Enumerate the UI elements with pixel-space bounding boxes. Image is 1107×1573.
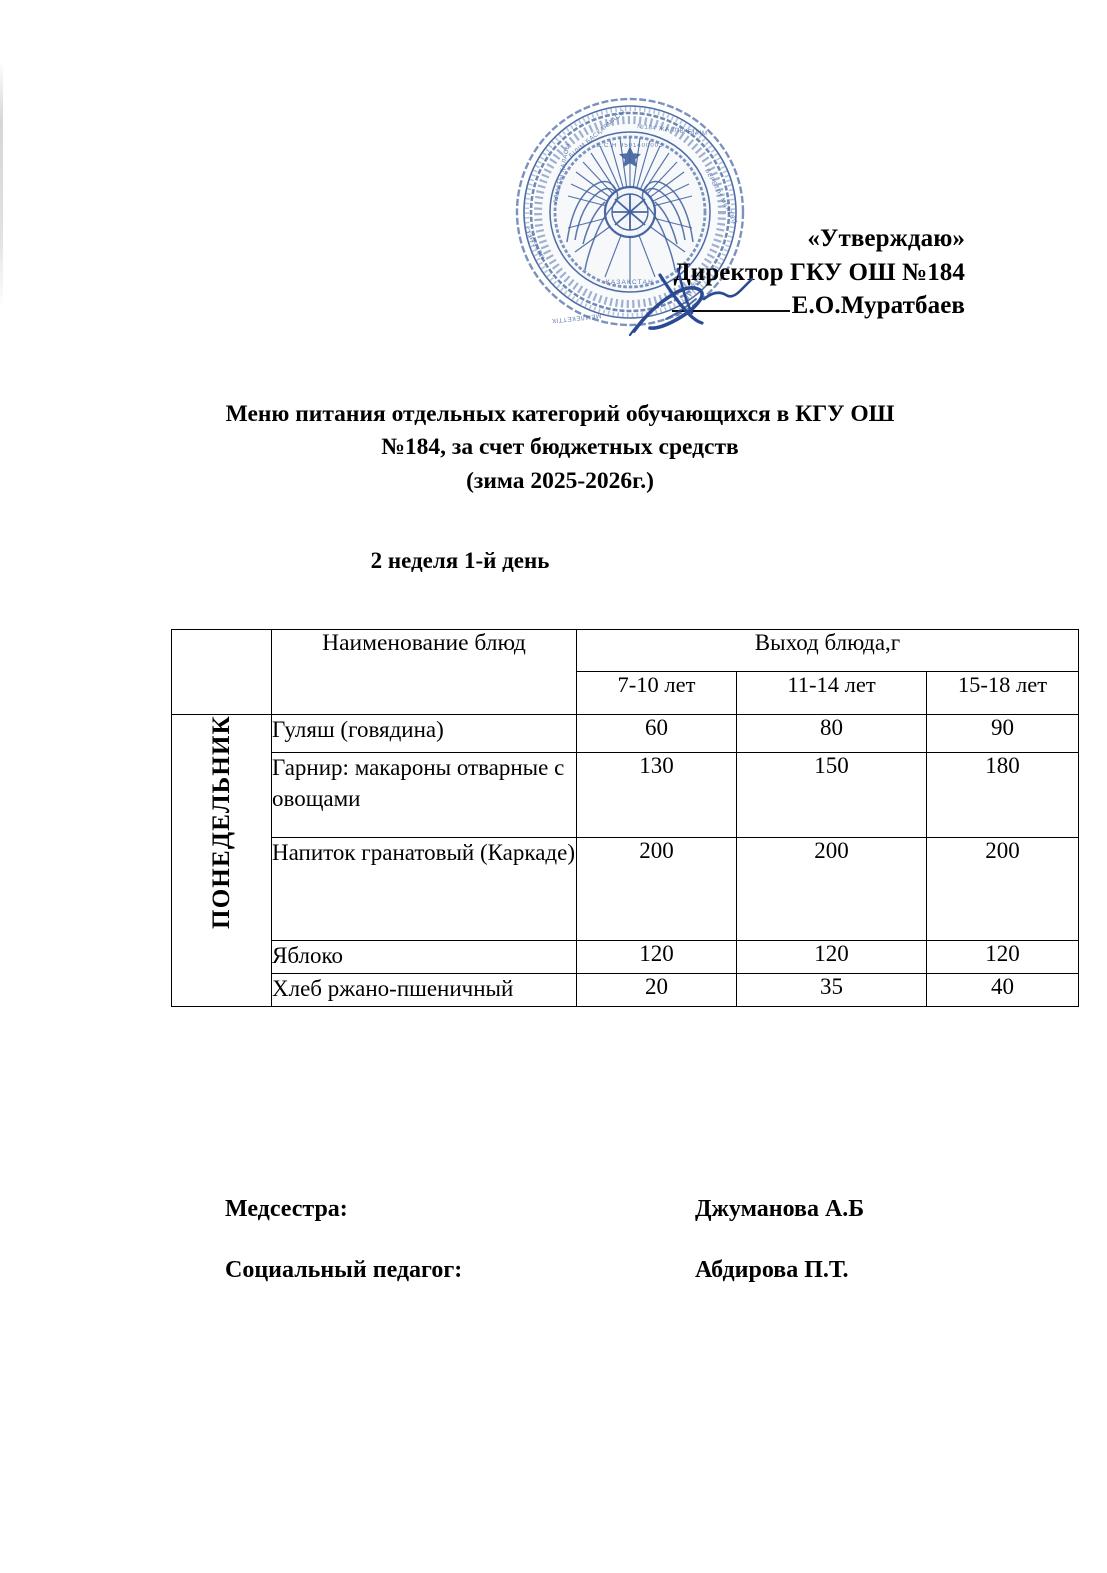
signature-line [672, 310, 790, 312]
header-portion-group: Выход блюда,г [576, 629, 1079, 672]
week-day-label: 2 неделя 1-й день [370, 548, 550, 573]
portion-7-10-cell: 200 [576, 837, 737, 941]
signatory-row: Медсестра: Джуманова А.Б [225, 1196, 945, 1223]
svg-text:МЕМЛЕКЕТТІК: МЕМЛЕКЕТТІК [551, 312, 601, 324]
approval-line-name: Е.О.Муратбаев [791, 292, 965, 319]
table-row: Гарнир: макароны отварные с овощами 130 … [172, 752, 1079, 838]
portion-7-10-cell: 60 [576, 714, 737, 753]
header-age-11-14: 11-14 лет [736, 671, 927, 715]
signatory-row: Социальный педагог: Абдирова П.Т. [225, 1257, 945, 1284]
menu-table: Наименование блюд Выход блюда,г 7-10 лет… [171, 629, 1079, 1007]
title-line-1: Меню питания отдельных категорий обучающ… [225, 401, 895, 427]
table-row: Хлеб ржано-пшеничный 20 35 40 [172, 973, 1079, 1007]
scan-edge-artifact [0, 60, 3, 310]
official-seal: ҚАЗАҚСТАН Б.С.Н 950140000З АЛМАТЫ ҚАЛАСЫ… [505, 92, 755, 337]
dish-name-cell: Гарнир: макароны отварные с овощами [271, 752, 577, 838]
signatory-name-social-pedagogue: Абдирова П.Т. [695, 1257, 849, 1283]
portion-15-18-cell: 200 [926, 837, 1079, 941]
portion-15-18-cell: 90 [926, 714, 1079, 753]
portion-15-18-cell: 40 [926, 973, 1079, 1007]
table-header-row-1: Наименование блюд Выход блюда,г [171, 629, 1079, 715]
approval-line-utverzhdayu: «Утверждаю» [807, 225, 965, 252]
dish-name-cell: Гуляш (говядина) [271, 714, 577, 753]
table-row: Яблоко 120 120 120 [172, 940, 1079, 974]
portion-11-14-cell: 120 [736, 940, 927, 974]
dish-name-cell: Хлеб ржано-пшеничный [271, 973, 577, 1007]
portion-11-14-cell: 200 [736, 837, 927, 941]
day-of-week-cell: ПОНЕДЕЛЬНИК [171, 714, 272, 1007]
title-line-3: (зима 2025-2026г.) [466, 467, 654, 494]
signatories-block: Медсестра: Джуманова А.Б Социальный педа… [225, 1196, 945, 1318]
portion-11-14-cell: 150 [736, 752, 927, 838]
state-seal-icon: ҚАЗАҚСТАН Б.С.Н 950140000З АЛМАТЫ ҚАЛАСЫ… [515, 97, 745, 327]
header-day-corner [171, 629, 272, 715]
portion-7-10-cell: 120 [576, 940, 737, 974]
header-age-7-10: 7-10 лет [576, 671, 737, 715]
dish-name-cell: Напиток гранатовый (Каркаде) [271, 837, 577, 941]
approval-block: «Утверждаю» Директор ГКУ ОШ №184 Е.О.Мур… [600, 222, 965, 323]
approval-line-director: Директор ГКУ ОШ №184 [673, 258, 965, 286]
header-age-15-18: 15-18 лет [926, 671, 1079, 715]
table-row: Напиток гранатовый (Каркаде) 200 200 200 [172, 837, 1079, 941]
page-title: Меню питания отдельных категорий обучающ… [150, 398, 970, 498]
dish-name-cell: Яблоко [271, 940, 577, 974]
table-row: ПОНЕДЕЛЬНИК Гуляш (говядина) 60 80 90 [171, 714, 1079, 1007]
portion-11-14-cell: 80 [736, 714, 927, 753]
portion-15-18-cell: 180 [926, 752, 1079, 838]
signatory-role-social-pedagogue: Социальный педагог: [225, 1257, 463, 1283]
portion-11-14-cell: 35 [736, 973, 927, 1007]
day-of-week-label: ПОНЕДЕЛЬНИК [207, 715, 235, 929]
title-line-2: №184, за счет бюджетных средств [381, 434, 739, 461]
portion-7-10-cell: 130 [576, 752, 737, 838]
signatory-role-nurse: Медсестра: [225, 1196, 348, 1222]
signatory-name-nurse: Джуманова А.Б [695, 1196, 865, 1222]
portion-7-10-cell: 20 [576, 973, 737, 1007]
header-dish-name: Наименование блюд [271, 629, 577, 715]
portion-15-18-cell: 120 [926, 940, 1079, 974]
